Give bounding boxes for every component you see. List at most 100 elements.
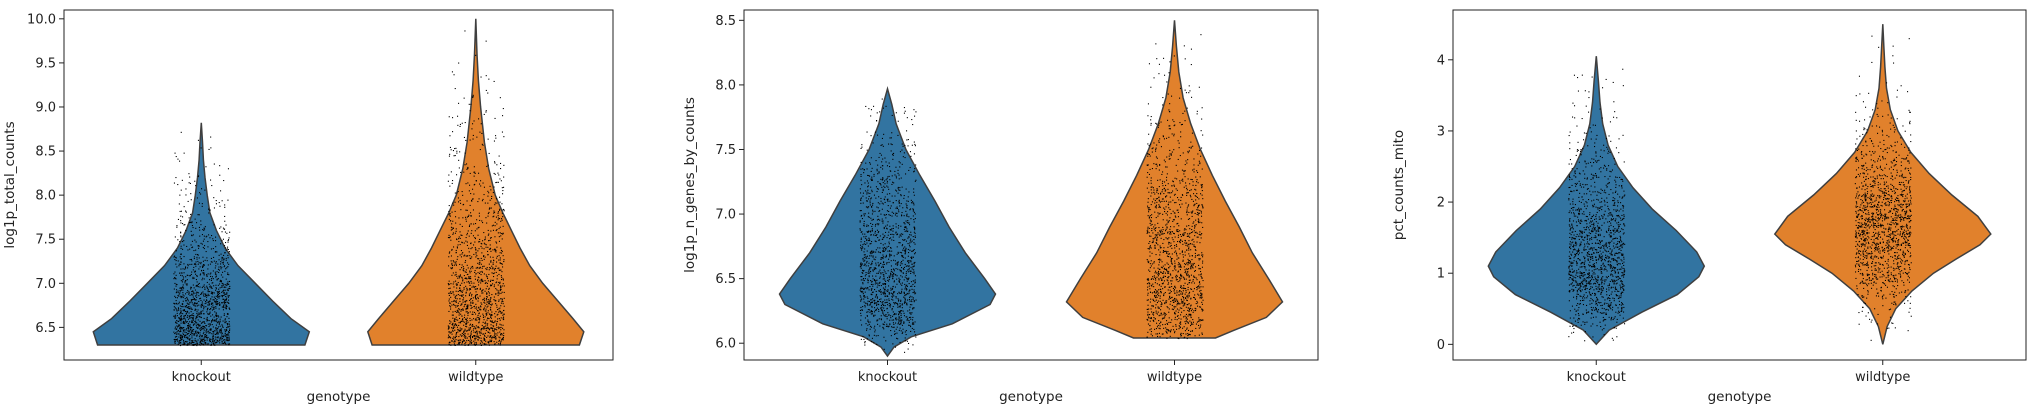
data-point (455, 211, 456, 212)
data-point (1196, 287, 1197, 288)
data-point (183, 330, 184, 331)
data-point (476, 291, 477, 292)
data-point (212, 283, 213, 284)
data-point (1197, 242, 1198, 243)
data-point (191, 199, 192, 200)
data-point (879, 291, 880, 292)
data-point (1155, 123, 1156, 124)
data-point (1151, 260, 1152, 261)
data-point (219, 206, 220, 207)
data-point (501, 301, 502, 302)
data-point (1170, 201, 1171, 202)
data-point (908, 139, 909, 140)
data-point (191, 340, 192, 341)
data-point (876, 186, 877, 187)
data-point (455, 262, 456, 263)
data-point (452, 221, 453, 222)
data-point (863, 259, 864, 260)
data-point (453, 246, 454, 247)
data-point (892, 297, 893, 298)
data-point (861, 265, 862, 266)
data-point (891, 205, 892, 206)
data-point (229, 237, 230, 238)
data-point (490, 340, 491, 341)
data-point (860, 320, 861, 321)
data-point (501, 317, 502, 318)
data-point (1162, 231, 1163, 232)
data-point (491, 305, 492, 306)
data-point (451, 171, 452, 172)
data-point (210, 274, 211, 275)
data-point (178, 296, 179, 297)
data-point (886, 326, 887, 327)
data-point (206, 274, 207, 275)
data-point (463, 294, 464, 295)
data-point (892, 234, 893, 235)
data-point (1185, 252, 1186, 253)
data-point (914, 249, 915, 250)
data-point (884, 214, 885, 215)
data-point (879, 285, 880, 286)
data-point (465, 278, 466, 279)
data-point (914, 286, 915, 287)
data-point (469, 271, 470, 272)
data-point (176, 266, 177, 267)
data-point (1186, 188, 1187, 189)
data-point (222, 283, 223, 284)
data-point (890, 304, 891, 305)
data-point (494, 284, 495, 285)
data-point (1177, 255, 1178, 256)
data-point (201, 188, 202, 189)
data-point (906, 275, 907, 276)
data-point (458, 291, 459, 292)
data-point (191, 235, 192, 236)
data-point (213, 338, 214, 339)
data-point (203, 344, 204, 345)
data-point (198, 255, 199, 256)
data-point (202, 257, 203, 258)
data-point (488, 342, 489, 343)
data-point (1168, 284, 1169, 285)
data-point (860, 295, 861, 296)
data-point (178, 292, 179, 293)
data-point (204, 318, 205, 319)
data-point (219, 308, 220, 309)
data-point (450, 345, 451, 346)
data-point (215, 334, 216, 335)
data-point (1147, 337, 1148, 338)
data-point (468, 278, 469, 279)
data-point (1190, 267, 1191, 268)
data-point (871, 255, 872, 256)
data-point (214, 301, 215, 302)
data-point (883, 108, 884, 109)
data-point (864, 223, 865, 224)
data-point (865, 264, 866, 265)
data-point (1152, 224, 1153, 225)
data-point (474, 326, 475, 327)
data-point (1180, 314, 1181, 315)
data-point (174, 256, 175, 257)
data-point (910, 312, 911, 313)
data-point (181, 327, 182, 328)
data-point (1188, 204, 1189, 205)
data-point (487, 267, 488, 268)
data-point (901, 261, 902, 262)
data-point (497, 309, 498, 310)
data-point (900, 226, 901, 227)
data-point (915, 180, 916, 181)
data-point (1184, 263, 1185, 264)
data-point (489, 314, 490, 315)
data-point (220, 226, 221, 227)
data-point (222, 343, 223, 344)
data-point (893, 322, 894, 323)
data-point (912, 284, 913, 285)
data-point (467, 318, 468, 319)
data-point (190, 222, 191, 223)
data-point (1164, 201, 1165, 202)
data-point (211, 320, 212, 321)
data-point (1170, 298, 1171, 299)
y-tick-label: 6.5 (35, 321, 56, 336)
data-point (186, 297, 187, 298)
data-point (860, 192, 861, 193)
